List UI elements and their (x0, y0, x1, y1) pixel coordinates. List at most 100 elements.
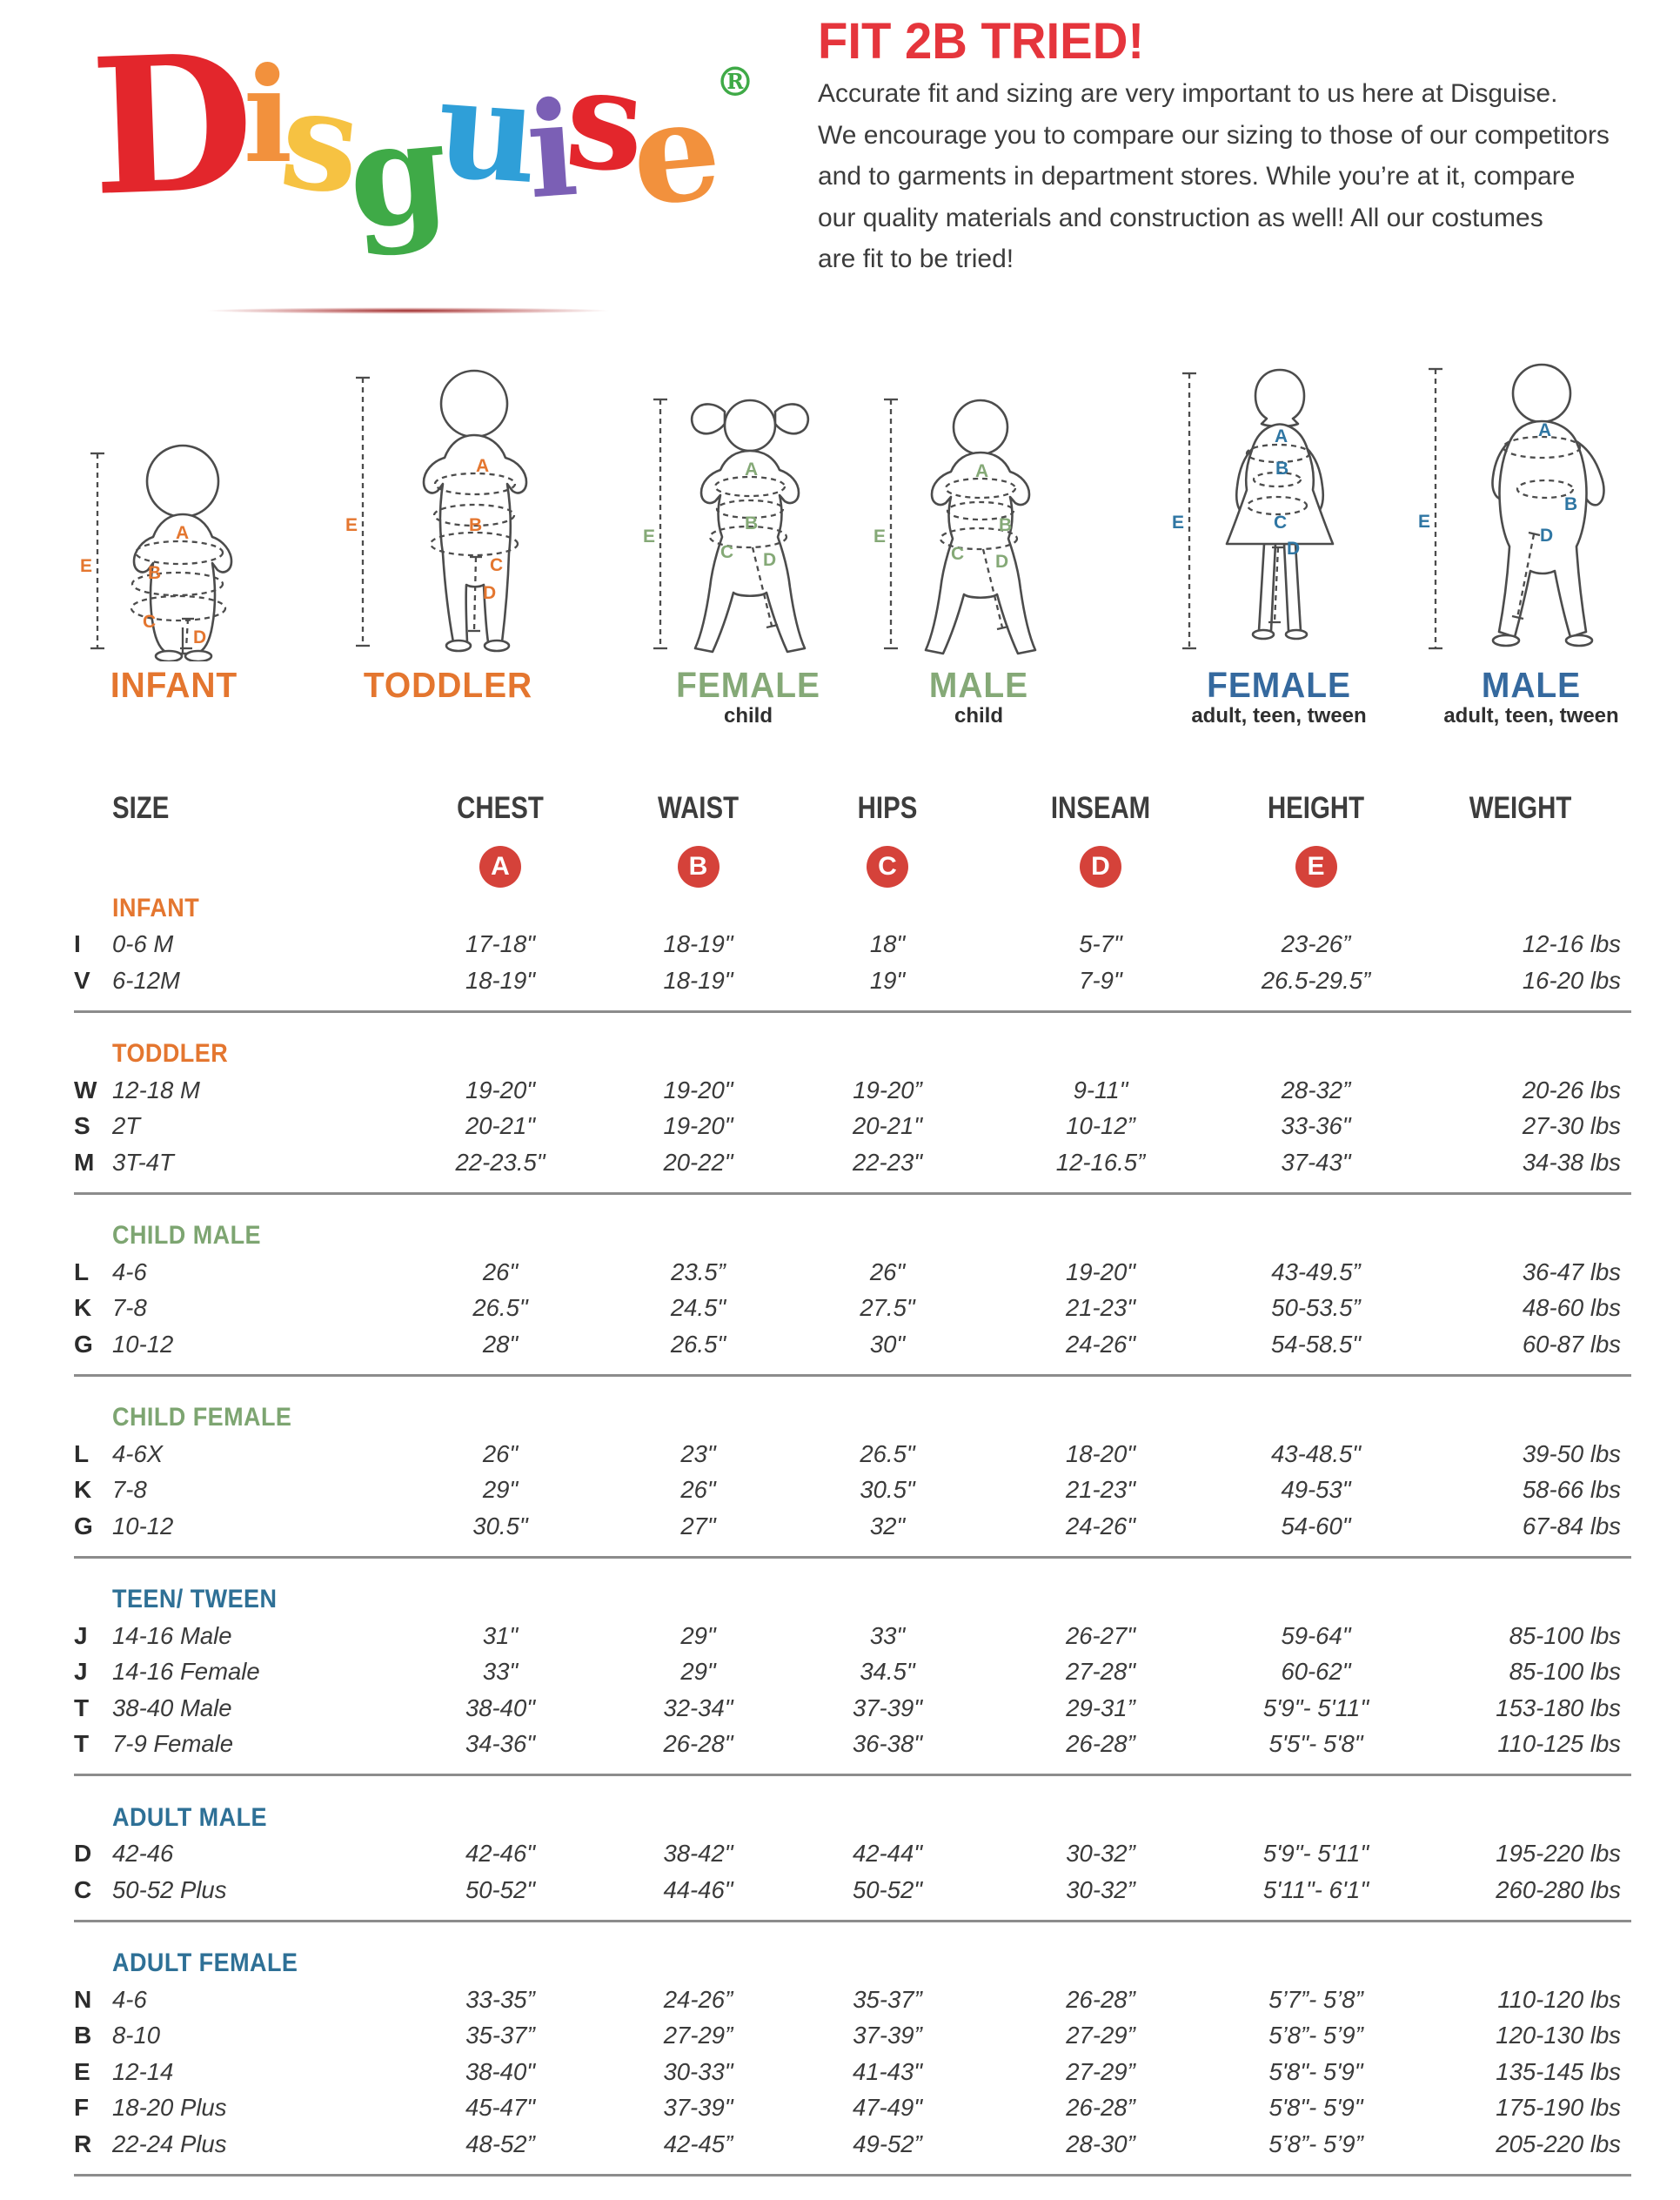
measure-letter-c: C (490, 555, 503, 575)
table-row: M 3T-4T 22-23.5" 20-22" 22-23" 12-16.5” 37-43"… (74, 1144, 1631, 1181)
col-header-height: HEIGHT (1267, 791, 1365, 825)
cell-letter: G (74, 1512, 93, 1539)
measure-letter-e: E (873, 527, 886, 547)
measure-letter-c: C (143, 612, 156, 632)
cell-size: 7-9 Female (112, 1730, 234, 1758)
table-row: K 7-8 29" 26" 30.5" 21-23" 49-53" 58-66 lbs (74, 1472, 1631, 1509)
cell-waist: 24-26” (663, 1985, 733, 2013)
table-row: W 12-18 M 19-20" 19-20" 19-20” 9-11" 28-32” 20-… (74, 1072, 1631, 1109)
cell-size: 7-8 (112, 1294, 147, 1322)
cell-hips: 20-21" (852, 1112, 923, 1140)
measure-letter-b: B (148, 563, 161, 583)
cell-hips: 41-43" (852, 2057, 923, 2085)
table-row: T 7-9 Female 34-36" 26-28" 36-38" 26-28” 5'5"-… (74, 1727, 1631, 1763)
measure-badge-c: C (867, 846, 908, 888)
cell-hips: 36-38" (852, 1730, 923, 1758)
cell-height: 5'8"- 5'9" (1268, 2094, 1363, 2122)
cell-hips: 34.5" (860, 1658, 915, 1686)
cell-height: 5'9"- 5'11" (1262, 1840, 1369, 1868)
cell-chest: 50-52" (465, 1875, 536, 1903)
cell-hips: 30.5" (860, 1476, 915, 1504)
disguise-logo: Disguise® (88, 12, 822, 293)
cell-weight: 58-66 lbs (1522, 1476, 1621, 1504)
cell-size: 14-16 Male (112, 1621, 232, 1649)
cell-letter: I (74, 930, 81, 958)
measure-letter-b: B (1564, 494, 1577, 514)
cell-weight: 12-16 lbs (1522, 930, 1621, 958)
registered-trademark-mark: ® (715, 58, 755, 105)
cell-size: 14-16 Female (112, 1658, 260, 1686)
cell-chest: 26" (482, 1439, 519, 1467)
cell-inseam: 24-26" (1065, 1512, 1136, 1539)
measure-badge-d: D (1080, 846, 1121, 888)
section-heading-row: CHILD MALE (74, 1218, 1631, 1255)
cell-hips: 27.5" (860, 1294, 915, 1322)
divider-line (74, 1555, 1631, 1559)
section-heading-row: ADULT FEMALE (74, 1946, 1631, 1982)
cell-letter: L (74, 1258, 90, 1285)
cell-letter: T (74, 1730, 90, 1758)
section-heading: CHILD MALE (112, 1221, 261, 1251)
cell-size: 38-40 Male (112, 1694, 232, 1721)
cell-chest: 33" (482, 1658, 519, 1686)
cell-size: 0-6 M (112, 930, 174, 958)
cell-size: 2T (112, 1112, 141, 1140)
cell-height: 59-64" (1281, 1621, 1351, 1649)
measure-letter-d: D (995, 552, 1008, 572)
cell-waist: 24.5" (670, 1294, 726, 1322)
cell-weight: 205-220 lbs (1496, 2130, 1621, 2157)
cell-chest: 35-37” (465, 2022, 535, 2049)
cell-waist: 26-28" (663, 1730, 733, 1758)
logo-underline-rule (196, 307, 620, 314)
cell-hips: 19-20” (853, 1076, 922, 1103)
cell-letter: W (74, 1076, 97, 1103)
cell-inseam: 9-11" (1073, 1076, 1128, 1103)
section-divider (74, 1908, 1631, 1946)
cell-letter: N (74, 1985, 92, 2013)
cell-letter: F (74, 2094, 90, 2122)
col-header-size: SIZE (112, 791, 170, 825)
divider-line (74, 1373, 1631, 1377)
cell-size: 10-12 (112, 1330, 174, 1358)
measure-letter-c: C (720, 542, 733, 562)
table-row: B 8-10 35-37” 27-29” 37-39” 27-29” 5’8”- 5’9” 1… (74, 2018, 1631, 2055)
section-heading: CHILD FEMALE (112, 1403, 292, 1432)
cell-size: 12-18 M (112, 1076, 200, 1103)
logo-letter: s (274, 57, 358, 225)
measure-badge-e: E (1295, 846, 1337, 888)
cell-size: 4-6X (112, 1439, 164, 1467)
cell-weight: 110-125 lbs (1497, 1730, 1621, 1758)
table-row: V 6-12M 18-19" 18-19" 19" 7-9" 26.5-29.5” 16-20… (74, 962, 1631, 999)
measure-letter-e: E (345, 515, 358, 535)
cell-letter: R (74, 2130, 92, 2157)
cell-chest: 42-46" (465, 1840, 536, 1868)
cell-weight: 85-100 lbs (1509, 1658, 1621, 1686)
cell-chest: 26.5" (472, 1294, 528, 1322)
section-divider (74, 1545, 1631, 1582)
intro-line: We encourage you to compare our sizing t… (818, 120, 1610, 150)
cell-weight: 60-87 lbs (1522, 1330, 1621, 1358)
table-header-row: SIZE CHEST WAIST HIPS INSEAM HEIGHT WEIG… (74, 788, 1631, 829)
figure-label-male-adult: MALE (1481, 665, 1582, 705)
cell-weight: 120-130 lbs (1496, 2022, 1621, 2049)
measure-letter-e: E (80, 556, 92, 576)
cell-height: 5'11"- 6'1" (1262, 1875, 1369, 1903)
cell-chest: 19-20" (465, 1076, 536, 1103)
cell-letter: B (74, 2022, 92, 2049)
cell-waist: 27" (680, 1512, 716, 1539)
cell-chest: 20-21" (465, 1112, 536, 1140)
section-heading: ADULT FEMALE (112, 1948, 298, 1978)
figure-female-child: E A B C D FEMALE child (639, 387, 857, 727)
figure-infant-illustration: E A B C D (80, 444, 233, 661)
cell-inseam: 21-23" (1065, 1476, 1136, 1504)
cell-inseam: 27-29” (1066, 2057, 1135, 2085)
figure-label-female-adult: FEMALE (1207, 665, 1351, 705)
cell-hips: 35-37” (853, 1985, 922, 2013)
disguise-logo-word: Disguise® (88, 12, 822, 261)
cell-size: 18-20 Plus (112, 2094, 227, 2122)
cell-inseam: 26-28” (1066, 2094, 1135, 2122)
measure-badge-b: B (677, 846, 720, 888)
cell-letter: J (74, 1658, 88, 1686)
measure-letter-d: D (1540, 526, 1553, 546)
cell-height: 60-62" (1281, 1658, 1351, 1686)
